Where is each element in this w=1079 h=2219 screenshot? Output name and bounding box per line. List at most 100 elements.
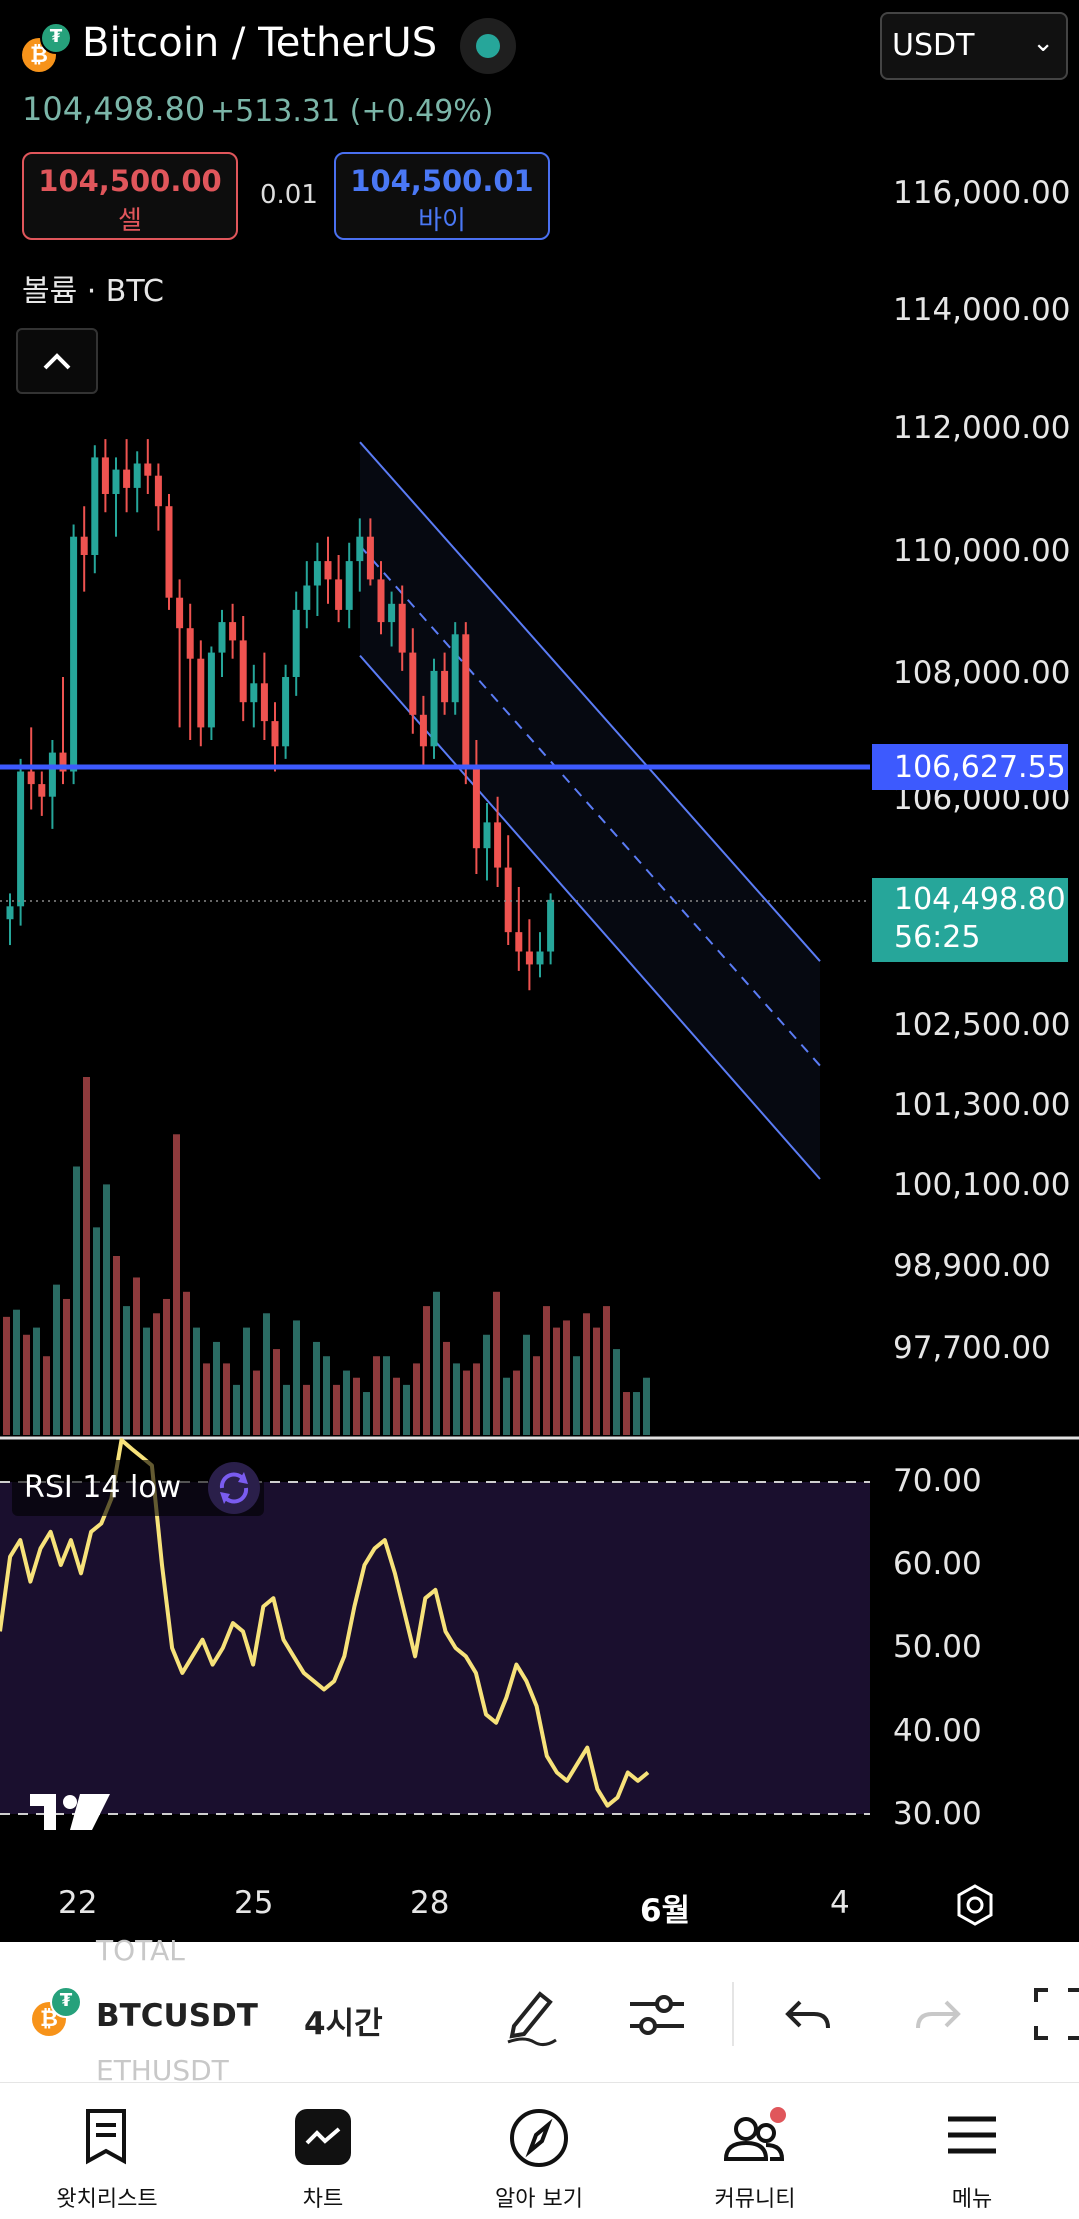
candle-body <box>419 714 427 747</box>
candle-body <box>356 536 364 562</box>
symbol-above: TOTAL <box>96 1934 185 1967</box>
buy-button[interactable]: 104,500.01 바이 <box>334 152 550 240</box>
chevron-down-icon: ⌄ <box>1032 28 1054 58</box>
volume-bar <box>63 1298 70 1435</box>
volume-bar <box>423 1306 430 1435</box>
candle-body <box>451 634 459 703</box>
volume-bar <box>553 1327 560 1435</box>
candle-body <box>472 765 480 849</box>
candle-body <box>186 628 194 659</box>
price-change: +513.31 (+0.49%) <box>210 94 494 129</box>
rsi-tick-label: 50.00 <box>893 1629 982 1665</box>
volume-bar <box>453 1363 460 1435</box>
candle-body <box>101 457 109 494</box>
undo-icon[interactable] <box>784 1992 834 2038</box>
candle-body <box>197 658 205 728</box>
volume-bar <box>343 1370 350 1435</box>
candle-body <box>27 771 35 785</box>
volume-bar <box>433 1291 440 1435</box>
volume-bar <box>533 1356 540 1435</box>
candle-body <box>17 771 25 907</box>
rsi-tick-label: 70.00 <box>893 1463 982 1499</box>
rsi-tick-label: 60.00 <box>893 1546 982 1582</box>
channel-upper-line[interactable] <box>359 441 821 962</box>
volume-bar <box>313 1341 320 1435</box>
volume-bar <box>383 1356 390 1435</box>
volume-bar <box>333 1384 340 1435</box>
channel-middle-line[interactable] <box>359 545 821 1067</box>
candle-body <box>525 951 533 965</box>
interval-selector[interactable]: 4시간 <box>304 2006 383 2042</box>
compass-icon <box>510 2109 568 2167</box>
volume-bar <box>203 1363 210 1435</box>
drawing-tools-icon[interactable] <box>500 1982 564 2048</box>
candle-body <box>536 951 544 965</box>
volume-bars <box>3 1077 650 1435</box>
volume-legend[interactable]: 볼륨 · BTC <box>22 274 164 309</box>
candle-body <box>462 634 470 766</box>
watchlist-icon <box>86 2109 126 2165</box>
nav-explore[interactable]: 알아 보기 <box>449 2083 629 2219</box>
candle-body <box>377 579 385 623</box>
pair-title[interactable]: Bitcoin / TetherUS <box>82 20 438 66</box>
indicators-icon[interactable] <box>626 1986 688 2044</box>
candle-body <box>38 784 46 797</box>
candles <box>6 439 555 991</box>
price-tick-label: 97,700.00 <box>893 1330 1051 1366</box>
price-tick-label: 100,100.00 <box>893 1167 1071 1203</box>
last-price: 104,498.80 <box>22 90 206 128</box>
volume-bar <box>233 1384 240 1435</box>
nav-chart[interactable]: 차트 <box>233 2083 413 2219</box>
rsi-legend[interactable]: RSI 14 low <box>12 1460 264 1516</box>
current-price-label: 104,498.80 56:25 <box>872 878 1068 962</box>
tether-icon: ₮ <box>40 22 72 54</box>
volume-bar <box>573 1356 580 1435</box>
candle-body <box>313 561 321 586</box>
bar-countdown: 56:25 <box>894 920 981 955</box>
volume-bar <box>3 1316 10 1435</box>
candle-body <box>335 579 343 610</box>
quote-currency-value: USDT <box>892 28 975 63</box>
volume-bar <box>363 1392 370 1435</box>
quote-currency-select[interactable]: USDT ⌄ <box>880 12 1068 80</box>
sell-button[interactable]: 104,500.00 셀 <box>22 152 238 240</box>
parallel-channel[interactable] <box>359 441 821 1180</box>
collapse-legend-button[interactable] <box>16 328 98 394</box>
volume-bar <box>113 1256 120 1435</box>
nav-watchlist[interactable]: 왓치리스트 <box>17 2083 197 2219</box>
volume-bar <box>153 1313 160 1435</box>
volume-bar <box>473 1363 480 1435</box>
volume-bar <box>353 1377 360 1435</box>
volume-bar <box>253 1370 260 1435</box>
price-tick-label: 114,000.00 <box>893 292 1071 328</box>
time-tick-label: 28 <box>410 1885 450 1921</box>
volume-bar <box>483 1334 490 1435</box>
rsi-tick-label: 40.00 <box>893 1713 982 1749</box>
candle-body <box>59 752 67 772</box>
volume-bar <box>13 1309 20 1435</box>
volume-bar <box>293 1320 300 1435</box>
volume-bar <box>563 1320 570 1435</box>
redo-icon[interactable] <box>912 1992 962 2038</box>
volume-bar <box>443 1341 450 1435</box>
sync-icon[interactable] <box>208 1462 260 1514</box>
nav-menu[interactable]: 메뉴 <box>882 2083 1062 2219</box>
nav-community[interactable]: 커뮤니티 <box>665 2083 845 2219</box>
price-tick-label: 102,500.00 <box>893 1007 1071 1043</box>
candle-body <box>165 506 173 598</box>
candle-body <box>324 561 332 580</box>
fullscreen-icon[interactable] <box>1032 1986 1079 2042</box>
volume-bar <box>33 1327 40 1435</box>
symbol-selector[interactable]: ₿ ₮ BTCUSDT <box>28 1986 258 2042</box>
settings-icon[interactable] <box>950 1880 1000 1930</box>
symbol-below: ETHUSDT <box>96 2054 229 2087</box>
nav-explore-label: 알아 보기 <box>495 2187 583 2212</box>
candle-body <box>6 906 14 920</box>
volume-bar <box>173 1134 180 1435</box>
price-tick-label: 98,900.00 <box>893 1248 1051 1284</box>
candle-body <box>229 622 237 641</box>
chart-canvas[interactable] <box>0 0 1079 1942</box>
market-status-icon[interactable] <box>460 18 516 74</box>
channel-fill <box>360 442 820 1179</box>
candle-body <box>292 609 300 677</box>
